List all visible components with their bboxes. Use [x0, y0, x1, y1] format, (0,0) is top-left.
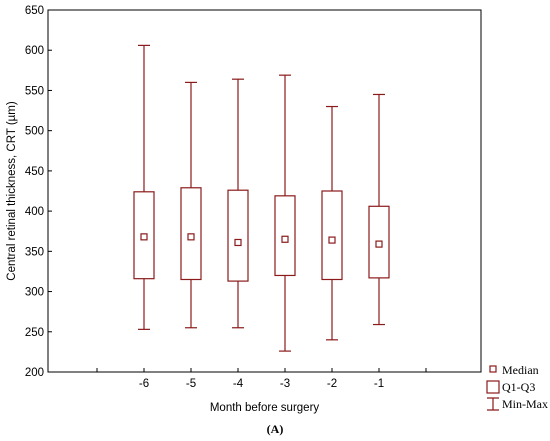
box--1: [368, 93, 390, 326]
legend-min-max-icon: [487, 397, 499, 411]
box--6: [133, 44, 155, 330]
legend-median-icon: [489, 365, 497, 373]
median-marker: [140, 233, 148, 241]
legend: Median Q1-Q3 Min-Max: [486, 363, 548, 411]
box--2: [321, 105, 343, 341]
median-marker: [375, 240, 383, 248]
iqr-box: [321, 190, 343, 281]
x-tick-label: -3: [280, 378, 290, 390]
median-marker: [328, 236, 336, 244]
iqr-box: [227, 189, 249, 282]
iqr-box: [368, 205, 390, 279]
box--5: [180, 81, 202, 329]
x-tick-label: -4: [233, 378, 244, 390]
legend-q1-q3-icon: [486, 380, 500, 394]
x-tick-label: -6: [139, 378, 149, 390]
y-tick-label: 400: [25, 206, 44, 218]
box-series: [133, 44, 390, 352]
y-tick-label: 650: [25, 5, 44, 17]
y-tick-label: 350: [25, 246, 44, 258]
box--3: [274, 74, 296, 352]
median-marker: [234, 238, 242, 247]
y-axis: 200 250 300 350 400 450 500 550 600 650: [25, 5, 52, 379]
legend-q1-q3-label: Q1-Q3: [502, 380, 535, 394]
median-marker: [187, 233, 195, 241]
y-tick-label: 300: [25, 287, 44, 299]
legend-min-max-label: Min-Max: [502, 397, 548, 411]
x-tick-label: -5: [186, 378, 196, 390]
y-tick-label: 600: [25, 45, 44, 57]
y-tick-label: 450: [25, 166, 44, 178]
y-tick-label: 250: [25, 327, 44, 339]
x-axis: -6 -5 -4 -3 -2 -1: [96, 368, 427, 390]
iqr-box: [274, 195, 296, 277]
x-tick-label: -1: [374, 378, 384, 390]
plot-frame: [47, 9, 482, 373]
y-tick-label: 550: [25, 85, 44, 97]
box--4: [227, 78, 249, 329]
y-tick-label: 500: [25, 126, 44, 138]
y-axis-label: Central retinal thickness, CRT (µm): [6, 101, 18, 281]
iqr-box: [133, 191, 155, 280]
legend-median-label: Median: [502, 363, 539, 377]
x-axis-label: Month before surgery: [210, 402, 320, 414]
median-marker: [281, 235, 289, 243]
figure-caption: (A): [267, 422, 284, 436]
x-tick-label: -2: [327, 378, 337, 390]
y-tick-label: 200: [25, 367, 44, 379]
